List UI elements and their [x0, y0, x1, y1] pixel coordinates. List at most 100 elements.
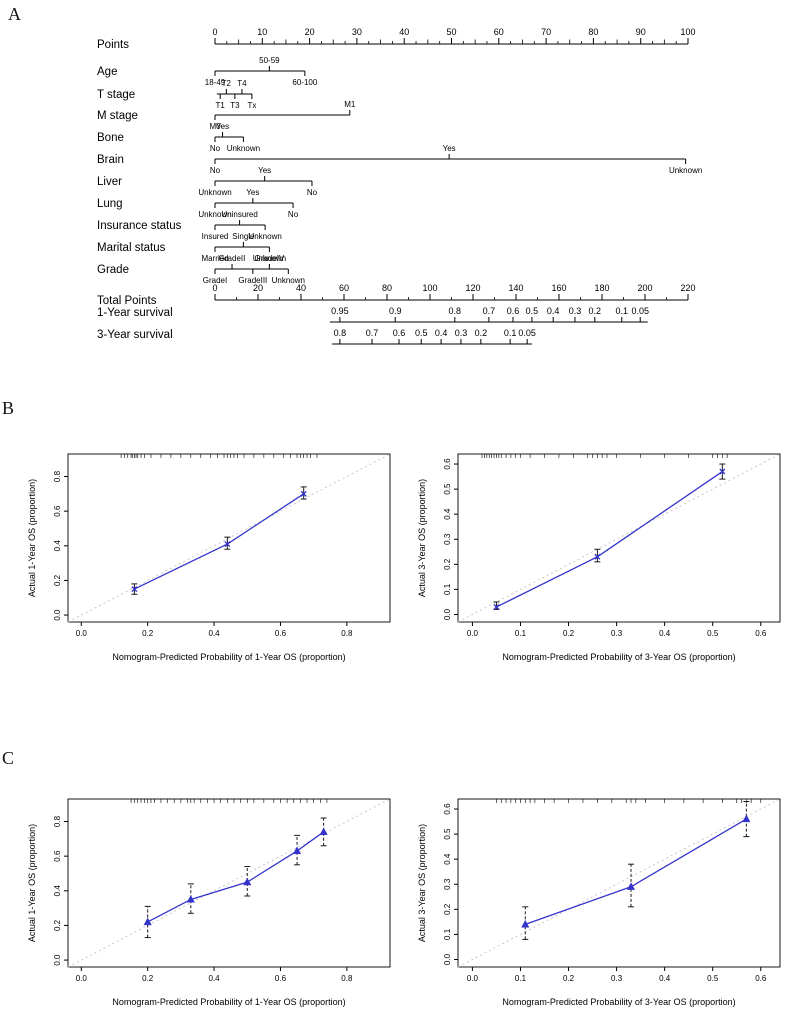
x-axis: 0.0 0.1 0.2 0.3 0.4 0.5 0.6: [467, 967, 767, 983]
svg-text:0.0: 0.0: [76, 629, 88, 638]
svg-text:Grade: Grade: [97, 264, 129, 276]
reference-diagonal: [67, 453, 391, 623]
y-axis: 0.0 0.1 0.2 0.3 0.4 0.5 0.6: [443, 458, 458, 620]
svg-text:0.2: 0.2: [563, 629, 575, 638]
svg-text:0.9: 0.9: [389, 306, 402, 316]
svg-text:Unknown: Unknown: [198, 188, 231, 197]
data-points: [493, 468, 726, 610]
reference-diagonal: [457, 798, 781, 968]
svg-text:Unknown: Unknown: [198, 210, 231, 219]
nomogram-row-age: Age 18-49 50-59 60-100: [97, 56, 318, 87]
calibration-plot-3yr-external: 0.0 0.1 0.2 0.3 0.4 0.5 0.60.00.10.20.30.40.50…: [417, 798, 781, 1007]
svg-text:0.2: 0.2: [443, 558, 452, 570]
x-axis: 0.0 0.2 0.4 0.6 0.8: [76, 622, 353, 638]
calibration-line: [496, 471, 723, 608]
nomogram-row-liver: Liver Unknown Yes No: [97, 166, 318, 197]
svg-text:50-59: 50-59: [259, 56, 280, 65]
svg-text:100: 100: [422, 283, 437, 293]
svg-text:60: 60: [339, 283, 349, 293]
svg-text:T2: T2: [222, 79, 232, 88]
svg-text:Liver: Liver: [97, 176, 122, 188]
svg-text:0.1: 0.1: [515, 629, 527, 638]
rug-ticks: [496, 799, 762, 803]
svg-text:0.4: 0.4: [659, 629, 671, 638]
x-axis-label: Nomogram-Predicted Probability of 1-Year…: [112, 997, 345, 1007]
svg-text:0.4: 0.4: [547, 306, 560, 316]
panel-b-label: B: [2, 398, 15, 418]
svg-text:180: 180: [594, 283, 609, 293]
svg-text:0.2: 0.2: [475, 328, 488, 338]
y-axis-label: Actual 1-Year OS (proportion): [27, 824, 37, 942]
svg-text:No: No: [210, 144, 221, 153]
svg-text:M stage: M stage: [97, 110, 138, 122]
svg-text:40: 40: [296, 283, 306, 293]
svg-text:0.0: 0.0: [53, 609, 62, 621]
svg-text:T1: T1: [216, 101, 226, 110]
svg-text:0.1: 0.1: [443, 928, 452, 940]
svg-text:18-49: 18-49: [205, 78, 226, 87]
svg-text:0.0: 0.0: [53, 954, 62, 966]
svg-text:0.0: 0.0: [443, 608, 452, 620]
svg-text:Single: Single: [232, 232, 255, 241]
svg-text:0.3: 0.3: [443, 533, 452, 545]
nomogram-row-m-stage: M stage M0 M1: [97, 100, 356, 131]
rug-ticks: [481, 454, 728, 458]
reference-diagonal: [457, 453, 781, 623]
svg-text:0.6: 0.6: [755, 629, 767, 638]
x-axis-label: Nomogram-Predicted Probability of 3-Year…: [502, 652, 735, 662]
svg-text:0.7: 0.7: [483, 306, 496, 316]
svg-text:160: 160: [551, 283, 566, 293]
svg-text:Uninsured: Uninsured: [221, 210, 257, 219]
svg-text:40: 40: [399, 27, 409, 37]
svg-text:0.0: 0.0: [443, 953, 452, 965]
svg-text:220: 220: [680, 283, 695, 293]
plot-frame: [67, 453, 391, 623]
svg-text:0.4: 0.4: [659, 974, 671, 983]
svg-text:20: 20: [253, 283, 263, 293]
svg-text:0.4: 0.4: [53, 540, 62, 552]
calibration-line: [525, 818, 747, 925]
nomogram-row-points: Points 0 10 20 30 40 50 60 70 80 90 100: [97, 27, 696, 51]
svg-text:No: No: [307, 188, 318, 197]
svg-text:No: No: [210, 166, 221, 175]
svg-text:20: 20: [305, 27, 315, 37]
svg-text:0.1: 0.1: [443, 583, 452, 595]
svg-text:0.5: 0.5: [443, 828, 452, 840]
x-axis-label: Nomogram-Predicted Probability of 3-Year…: [502, 997, 735, 1007]
nomogram-row-brain: Brain No Yes Unknown: [97, 144, 702, 175]
svg-text:0.6: 0.6: [53, 850, 62, 862]
svg-text:0.7: 0.7: [366, 328, 379, 338]
svg-text:0.4: 0.4: [208, 629, 220, 638]
svg-text:0.6: 0.6: [275, 629, 287, 638]
svg-text:50: 50: [446, 27, 456, 37]
svg-text:0: 0: [212, 283, 217, 293]
svg-text:Yes: Yes: [443, 144, 456, 153]
svg-text:80: 80: [382, 283, 392, 293]
svg-text:0.3: 0.3: [443, 878, 452, 890]
plot-frame: [67, 798, 391, 968]
svg-text:0.2: 0.2: [142, 974, 154, 983]
svg-text:0.8: 0.8: [53, 470, 62, 482]
svg-text:Bone: Bone: [97, 132, 124, 144]
svg-text:0.6: 0.6: [443, 803, 452, 815]
svg-text:0.2: 0.2: [53, 574, 62, 586]
svg-text:Unknown: Unknown: [227, 144, 260, 153]
svg-text:0.5: 0.5: [526, 306, 539, 316]
svg-text:0.8: 0.8: [341, 629, 353, 638]
svg-text:0.5: 0.5: [707, 629, 719, 638]
reference-diagonal: [67, 798, 391, 968]
nomogram-row-total-points: Total Points 0 20 40 60 80 100 120 140 160 180 200 2…: [97, 283, 696, 307]
svg-text:0.3: 0.3: [455, 328, 468, 338]
svg-text:0.2: 0.2: [53, 919, 62, 931]
svg-text:Lung: Lung: [97, 198, 123, 210]
calibration-plot-3yr-internal: 0.0 0.1 0.2 0.3 0.4 0.5 0.60.00.10.20.30.40.50…: [417, 453, 781, 662]
y-axis-label: Actual 1-Year OS (proportion): [27, 479, 37, 597]
data-points: [131, 490, 307, 593]
y-axis: 0.0 0.1 0.2 0.3 0.4 0.5 0.6: [443, 803, 458, 965]
svg-text:Yes: Yes: [216, 122, 229, 131]
nomogram-row-lung: Lung Unknown Yes No: [97, 188, 299, 219]
svg-text:0.4: 0.4: [443, 853, 452, 865]
svg-text:0.8: 0.8: [53, 815, 62, 827]
nomogram-chart: Points 0 10 20 30 40 50 60 70 80 90 100 Age 18-49 50-5…: [97, 27, 702, 345]
